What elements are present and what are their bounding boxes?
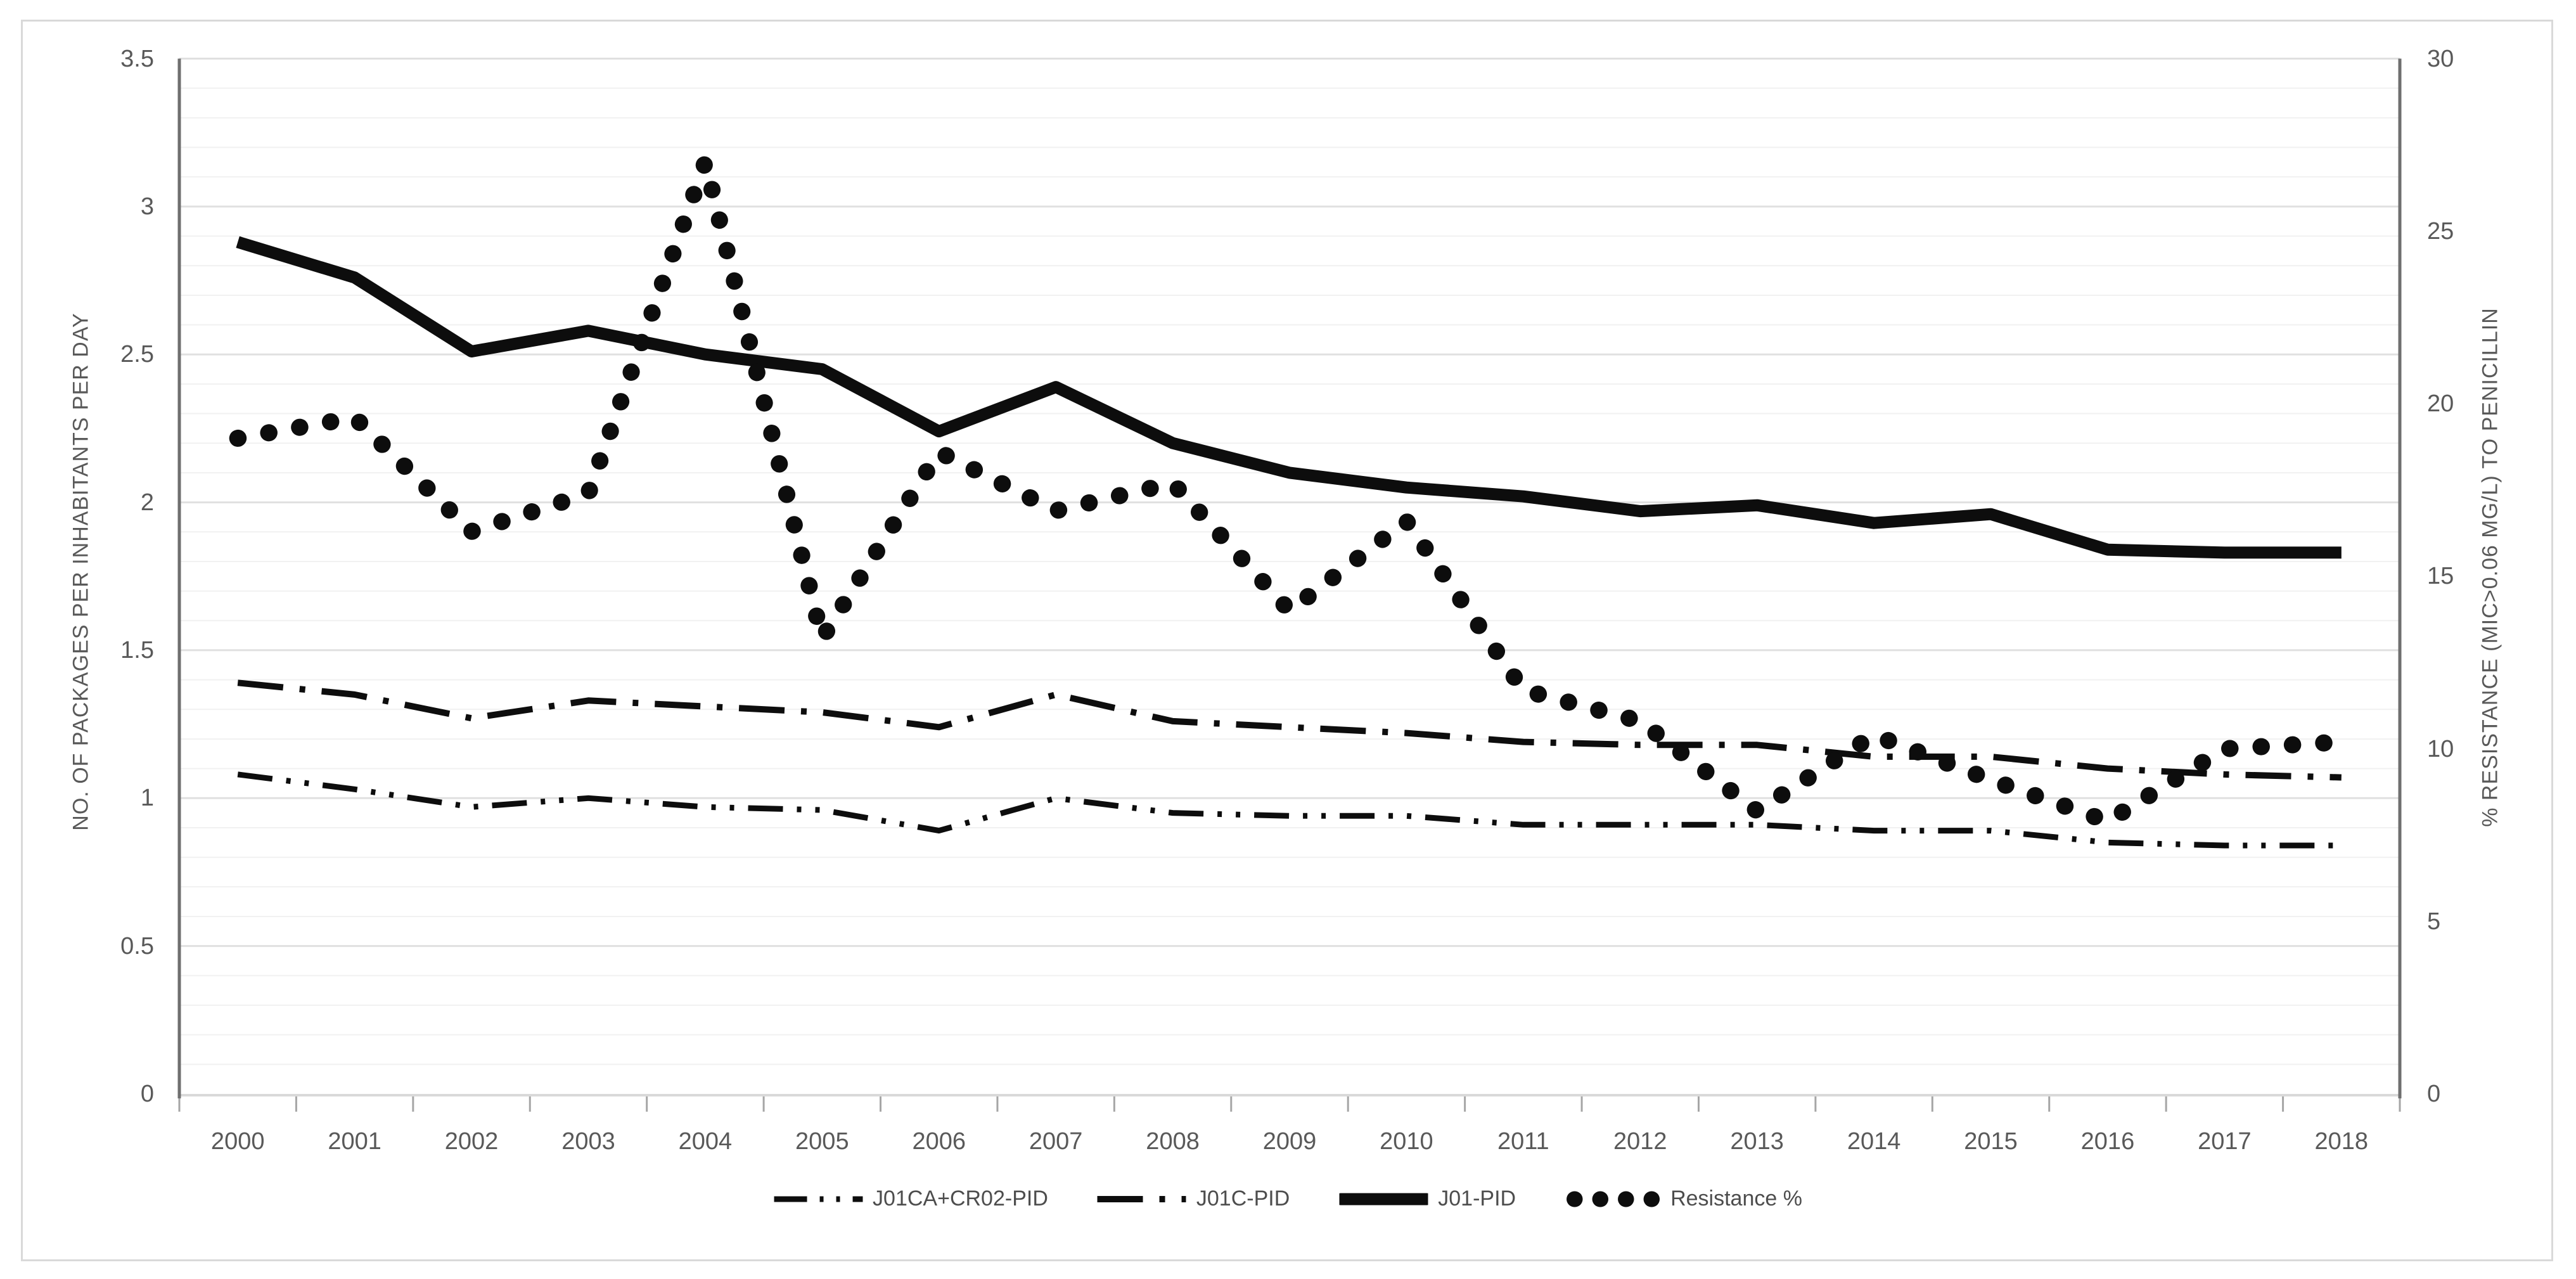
right-axis-title: % RESISTANCE (MIC>0.06 MG/L) TO PENICILL… xyxy=(2478,307,2502,827)
y-left-tick-label: 2.5 xyxy=(120,341,154,368)
y-right-tick-label: 20 xyxy=(2427,390,2454,417)
y-right-tick-label: 10 xyxy=(2427,735,2454,762)
legend-item-resistance: Resistance % xyxy=(1565,1186,1802,1211)
x-tick-label-2013: 2013 xyxy=(1730,1128,1784,1155)
x-tick-label-2004: 2004 xyxy=(678,1128,733,1155)
legend-item-j01ca-cr02-pid: J01CA+CR02-PID xyxy=(774,1186,1048,1211)
y-left-tick-label: 3 xyxy=(140,193,154,220)
y-left-tick-label: 2 xyxy=(140,489,154,516)
x-tick-label-2005: 2005 xyxy=(795,1128,849,1155)
y-left-tick-label: 3.5 xyxy=(120,45,154,72)
x-tick-label-2015: 2015 xyxy=(1964,1128,2018,1155)
y-left-tick-label: 1 xyxy=(140,785,154,812)
x-tick-label-2002: 2002 xyxy=(444,1128,499,1155)
x-tick-label-2009: 2009 xyxy=(1262,1128,1317,1155)
x-tick-label-2014: 2014 xyxy=(1847,1128,1901,1155)
x-tick-label-2016: 2016 xyxy=(2080,1128,2135,1155)
series-line-resistance- xyxy=(229,153,2350,830)
y-right-tick-label: 30 xyxy=(2427,45,2454,72)
y-left-tick-label: 1.5 xyxy=(120,636,154,664)
x-tick-label-2003: 2003 xyxy=(561,1128,615,1155)
dash-dot-line-sample-icon xyxy=(1097,1195,1186,1202)
dash-dot-dot-line-sample-icon xyxy=(774,1196,863,1202)
y-right-tick-label: 15 xyxy=(2427,563,2454,590)
legend-label: J01C-PID xyxy=(1196,1186,1290,1211)
x-tick-label-2012: 2012 xyxy=(1613,1128,1667,1155)
x-tick-label-2010: 2010 xyxy=(1380,1128,1433,1155)
x-tick-label-2008: 2008 xyxy=(1146,1128,1200,1155)
x-tick-label-2007: 2007 xyxy=(1028,1128,1083,1155)
x-tick-label-2018: 2018 xyxy=(2314,1128,2369,1155)
y-left-tick-label: 0 xyxy=(140,1081,154,1107)
legend: J01CA+CR02-PID J01C-PID J01-PID Resistan… xyxy=(774,1186,1802,1211)
x-tick-label-2017: 2017 xyxy=(2198,1128,2252,1155)
series-line-j01ca-cr02-pid xyxy=(237,771,2342,849)
dotted-line-sample-icon xyxy=(1566,1191,1661,1207)
left-axis-title: NO. OF PACKAGES PER INHABITANTS PER DAY xyxy=(68,312,93,831)
y-right-tick-label: 25 xyxy=(2427,217,2454,245)
x-tick-label-2001: 2001 xyxy=(328,1128,381,1155)
series-line-j01-pid xyxy=(236,236,2342,559)
y-right-tick-label: 5 xyxy=(2427,908,2441,935)
legend-item-j01-pid: J01-PID xyxy=(1339,1186,1516,1211)
legend-item-j01c-pid: J01C-PID xyxy=(1097,1186,1290,1211)
x-tick-label-2000: 2000 xyxy=(210,1128,265,1155)
x-tick-label-2011: 2011 xyxy=(1497,1128,1549,1155)
y-left-tick-label: 0.5 xyxy=(120,932,154,960)
legend-label: J01CA+CR02-PID xyxy=(873,1186,1048,1211)
legend-label: Resistance % xyxy=(1670,1186,1802,1211)
x-tick-label-2006: 2006 xyxy=(912,1128,966,1155)
legend-label: J01-PID xyxy=(1438,1186,1516,1211)
chart-outer-border xyxy=(21,20,2553,1261)
solid-line-sample-icon xyxy=(1339,1193,1428,1205)
series-line-j01c-pid xyxy=(237,679,2342,781)
y-right-tick-label: 0 xyxy=(2427,1081,2441,1107)
